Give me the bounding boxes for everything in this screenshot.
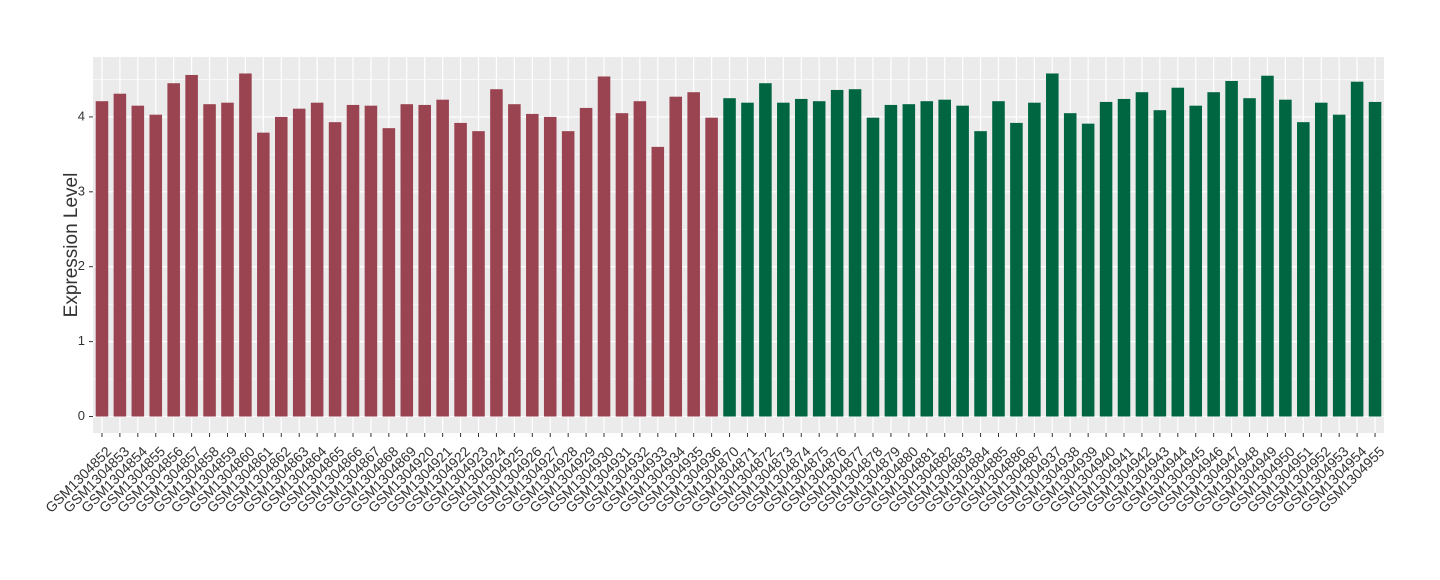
bar <box>1153 110 1167 417</box>
bar <box>1314 102 1328 417</box>
bar <box>902 104 916 417</box>
bar <box>257 132 270 417</box>
y-tick-label: 4 <box>78 108 85 123</box>
bar <box>400 104 414 417</box>
bar <box>1261 75 1274 417</box>
bar <box>561 131 575 417</box>
bar <box>812 101 826 417</box>
bar <box>1063 113 1077 417</box>
bar <box>579 107 593 417</box>
bar <box>292 108 306 417</box>
bar <box>490 89 503 417</box>
y-tick-label: 1 <box>78 333 85 348</box>
bar <box>310 102 324 417</box>
bar <box>382 128 396 417</box>
bar <box>597 76 611 417</box>
bar <box>149 114 163 417</box>
bar <box>992 101 1005 417</box>
bar <box>203 104 216 417</box>
bar <box>705 117 718 417</box>
bar <box>221 102 234 417</box>
bar <box>1207 92 1220 417</box>
bar <box>1189 105 1203 417</box>
bar <box>1046 73 1059 417</box>
bar <box>920 101 934 417</box>
bar <box>687 92 700 417</box>
bar <box>1171 87 1185 417</box>
bar <box>1368 101 1382 417</box>
bar <box>794 98 808 417</box>
bar <box>454 122 467 417</box>
y-tick-label: 3 <box>78 183 85 198</box>
panel-background <box>93 57 1384 433</box>
bar <box>741 102 754 417</box>
bar <box>1117 98 1131 417</box>
bar <box>866 117 880 417</box>
bar <box>95 101 109 417</box>
bar <box>167 83 180 417</box>
bar <box>1135 92 1149 417</box>
bar <box>1081 123 1095 417</box>
bar <box>185 74 198 417</box>
bar <box>328 122 342 417</box>
bar <box>759 83 772 417</box>
bar <box>1297 122 1310 417</box>
y-axis-label: Expression Level <box>61 173 82 318</box>
bar <box>974 131 987 417</box>
bar <box>1010 122 1023 417</box>
bar <box>472 131 485 417</box>
bar <box>1350 81 1364 417</box>
bar <box>113 93 127 417</box>
bar <box>615 113 629 417</box>
bar <box>1243 98 1256 417</box>
bar <box>274 116 288 417</box>
bar <box>346 104 360 417</box>
bar <box>848 89 862 417</box>
bar <box>1332 114 1346 417</box>
bar <box>239 73 252 417</box>
y-tick-label: 0 <box>78 408 85 423</box>
bar <box>633 101 647 417</box>
bar <box>830 89 844 417</box>
bar <box>777 102 790 417</box>
bar <box>418 104 431 417</box>
bar <box>884 104 898 417</box>
bar <box>526 113 539 417</box>
bar <box>651 146 665 417</box>
bar <box>1028 102 1041 417</box>
bar <box>723 98 736 417</box>
bar <box>543 116 557 417</box>
bar <box>669 96 683 417</box>
bar <box>436 99 449 417</box>
bar <box>1225 80 1238 417</box>
bar <box>131 105 145 417</box>
bar <box>1099 101 1113 417</box>
bar <box>1279 99 1292 417</box>
bar <box>364 105 378 417</box>
bar <box>938 99 951 417</box>
bar <box>956 105 969 417</box>
y-tick-label: 2 <box>78 258 85 273</box>
bar <box>508 104 521 417</box>
